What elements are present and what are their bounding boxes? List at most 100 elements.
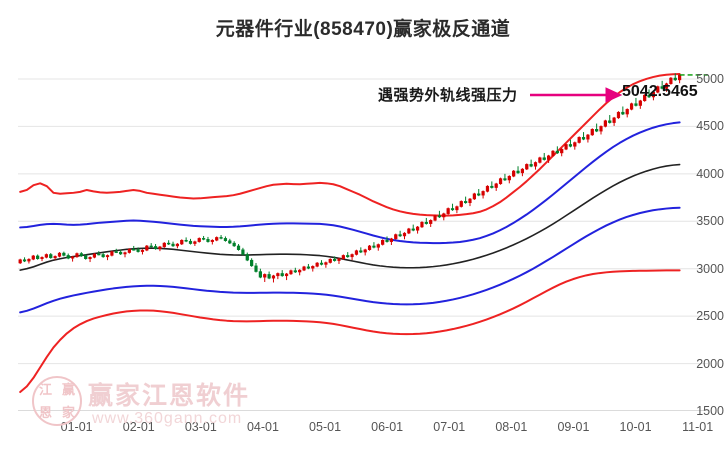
- candle-body: [79, 253, 83, 257]
- candle-body: [651, 92, 656, 98]
- candle-body: [350, 254, 354, 258]
- candle-body: [595, 129, 599, 132]
- candle-body: [193, 241, 197, 244]
- candle-body: [599, 126, 603, 132]
- candle-body: [616, 111, 621, 119]
- candle-body: [673, 77, 677, 81]
- candle-body: [468, 198, 472, 204]
- candle-body: [341, 255, 345, 259]
- y-axis-tick-label: 3500: [696, 214, 724, 229]
- candle-body: [319, 262, 324, 265]
- candle-body: [520, 168, 525, 174]
- x-axis-tick-label: 11-01: [682, 420, 714, 434]
- candle-body: [302, 266, 306, 271]
- candle-body: [284, 273, 289, 277]
- candle-body: [498, 178, 503, 185]
- candle-body: [424, 221, 428, 224]
- candle-body: [337, 258, 341, 261]
- candle-body: [167, 242, 171, 245]
- candle-body: [254, 265, 258, 272]
- annotation-label: 遇强势外轨线强压力: [378, 87, 518, 104]
- candle-body: [678, 74, 682, 81]
- candle-body: [472, 193, 476, 200]
- candle-body: [280, 273, 284, 277]
- candle-body: [464, 201, 468, 204]
- channel-line-inner-upper-band: [19, 121, 681, 245]
- candle-body: [53, 256, 57, 259]
- candle-body: [381, 239, 385, 245]
- candle-body: [586, 134, 590, 140]
- channel-line-mid-line: [19, 163, 681, 271]
- candle-body: [206, 239, 210, 242]
- candle-body: [184, 239, 188, 242]
- candle-body: [490, 185, 494, 188]
- x-axis-tick-label: 07-01: [433, 420, 466, 434]
- candle-body: [289, 270, 293, 275]
- candle-body: [621, 111, 625, 115]
- candle-body: [612, 117, 616, 123]
- candle-body: [385, 239, 389, 242]
- y-axis-tick-label: 2500: [696, 309, 724, 324]
- candle-body: [70, 256, 75, 259]
- candle-body: [503, 178, 507, 181]
- candle-body: [75, 253, 79, 258]
- candle-body: [40, 257, 44, 259]
- candle-body: [525, 164, 529, 170]
- candle-body: [442, 213, 446, 218]
- candle-body: [394, 234, 398, 240]
- candle-body: [643, 94, 647, 102]
- candle-body: [263, 274, 267, 278]
- candle-body: [634, 103, 638, 106]
- candle-body: [127, 249, 131, 253]
- y-axis-tick-label: 3000: [696, 261, 724, 276]
- x-axis-tick-label: 09-01: [557, 420, 590, 434]
- candle-body: [306, 266, 311, 269]
- candle-body: [271, 275, 276, 279]
- candle-body: [415, 226, 420, 231]
- candle-body: [324, 262, 328, 265]
- x-axis-tick-label: 01-01: [60, 420, 93, 434]
- candle-body: [293, 270, 297, 273]
- candle-body: [407, 228, 411, 234]
- candle-body: [328, 258, 332, 263]
- candle-body: [367, 245, 372, 250]
- candle-body: [547, 155, 551, 160]
- candle-body: [136, 249, 140, 252]
- candle-body: [507, 175, 511, 181]
- candle-body: [110, 251, 114, 256]
- candle-body: [656, 86, 660, 93]
- candle-body: [573, 142, 577, 147]
- candle-body: [603, 120, 607, 127]
- candle-body: [149, 245, 153, 248]
- candle-body: [228, 240, 232, 244]
- candle-body: [210, 239, 214, 242]
- x-axis-tick-label: 08-01: [495, 420, 528, 434]
- candle-body: [625, 109, 629, 115]
- channel-line-outer-upper-band: [19, 73, 681, 217]
- candle-body: [485, 185, 490, 192]
- candle-body: [101, 254, 105, 258]
- candle-body: [363, 249, 367, 253]
- candle-body: [311, 266, 315, 269]
- candle-body: [114, 251, 118, 253]
- candle-body: [250, 259, 254, 267]
- candle-body: [516, 170, 520, 174]
- candle-body: [459, 201, 463, 207]
- candle-body: [581, 137, 586, 140]
- candlestick-series: [18, 73, 682, 283]
- candle-body: [92, 253, 97, 258]
- y-axis-tick-label: 2000: [696, 356, 724, 371]
- candle-body: [162, 242, 166, 248]
- candle-body: [638, 100, 642, 106]
- candle-body: [420, 221, 424, 228]
- x-axis-tick-label: 04-01: [246, 420, 279, 434]
- candle-body: [202, 238, 206, 240]
- candle-body: [298, 269, 302, 273]
- plot-area: [18, 60, 708, 411]
- candle-body: [429, 220, 433, 224]
- candle-body: [446, 208, 450, 214]
- candle-body: [560, 148, 564, 154]
- candle-body: [49, 254, 53, 259]
- candle-body: [219, 237, 223, 239]
